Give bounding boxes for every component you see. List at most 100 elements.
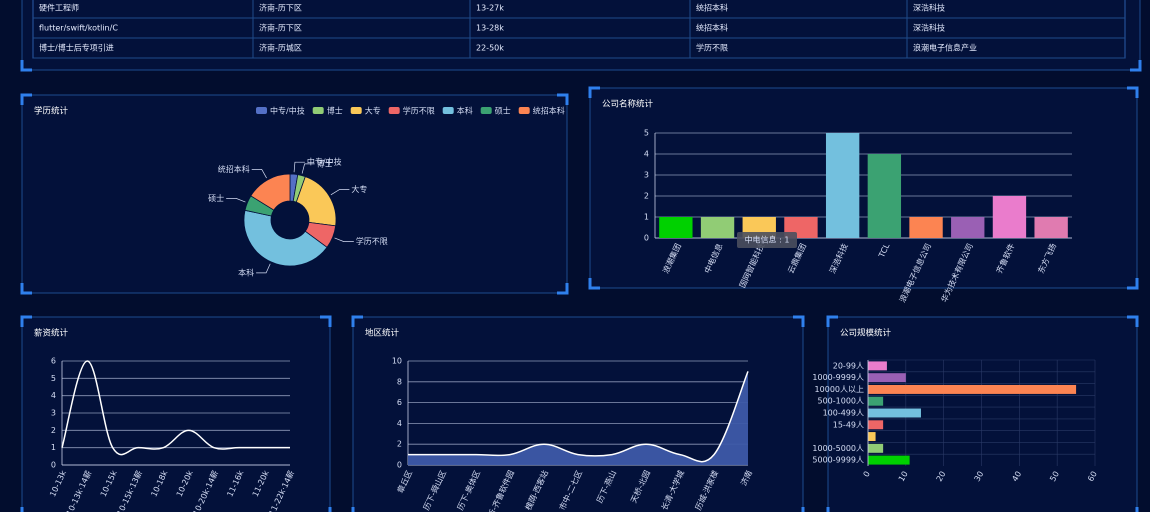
bar [868,384,1077,394]
x-tick-label: 20 [935,470,948,483]
chart-title: 公司规模统计 [840,328,892,339]
label-line [226,198,246,203]
chart-title: 地区统计 [365,328,400,339]
label-line [256,263,271,274]
label-line [330,189,350,196]
y-tick-label: 4 [397,419,402,428]
pie-slice [243,209,328,267]
bar [868,396,884,406]
pie-slice [250,173,291,211]
table-cell: flutter/swift/kotlin/C [39,24,118,33]
legend-label: 统招本科 [533,106,565,116]
y-tick-label: 1 [51,443,56,452]
chart-title: 学历统计 [34,106,69,117]
y-tick-label: 8 [397,377,402,386]
slice-label: 硕士 [208,193,224,203]
x-tick-label: 60 [1086,470,1099,483]
bar [951,217,985,238]
table-cell: 济南-历下区 [259,23,302,33]
y-tick-label: 6 [397,398,402,407]
legend-swatch [256,107,267,114]
chart-title: 薪资统计 [34,328,69,339]
panel-corner [557,283,569,295]
y-tick-label: 5 [644,129,649,138]
panel-corner [1127,278,1139,290]
label-line [334,237,354,242]
table-cell: 博士/博士后专项引进 [39,43,114,53]
panel-corner [793,315,805,327]
legend-swatch [350,107,362,114]
x-tick-label: 10 [897,470,910,483]
y-tick-label: 2 [397,440,402,449]
tooltip: 中电信息 : 1 [745,235,790,245]
table-cell: 浪潮电子信息产业 [913,43,977,53]
bar [868,443,884,453]
slice-label: 大专 [351,184,367,194]
y-tick-label: 10000人以上 [815,385,864,394]
panel-corner [1130,60,1142,72]
y-tick-label: 4 [51,391,56,400]
x-tick-label: 50 [1048,470,1061,483]
bar [992,196,1027,238]
label-line [301,163,315,174]
table-cell: 22-50k [476,44,504,53]
label-line [251,169,267,179]
legend-swatch [312,107,324,114]
panel [21,0,1141,71]
panel-corner [20,507,24,512]
y-tick-label: 3 [51,409,56,418]
line [408,371,749,463]
slice-label: 统招本科 [218,164,250,174]
panel-corner [20,93,32,105]
y-tick-label: 6 [51,357,56,366]
y-tick-label: 1000-9999人 [812,373,864,382]
panel-corner [20,315,32,327]
panel-corner [826,315,838,327]
y-tick-label: 20-99人 [833,361,864,370]
legend-swatch [388,107,400,114]
table-cell: 深浩科技 [913,23,945,33]
table-cell: 统招本科 [696,23,728,33]
x-tick-label: 40 [1010,470,1023,483]
y-tick-label: 1 [644,213,649,222]
slice-label: 博士 [317,158,333,168]
y-tick-label: 4 [644,150,649,159]
legend-label: 学历不限 [403,106,435,116]
table-cell: 13-28k [476,24,504,33]
y-tick-label: 0 [51,461,56,470]
panel-corner [20,283,32,295]
legend-label: 本科 [457,106,473,116]
bar [909,217,943,238]
table-cell: 济南-历下区 [259,3,302,13]
table-cell: 13-27k [476,4,504,13]
bar [700,217,735,238]
bar [1034,217,1068,238]
panel-corner [826,507,830,512]
table-cell: 统招本科 [696,3,728,13]
legend-swatch [442,107,454,114]
legend-label: 大专 [365,106,381,116]
panel-corner [328,507,332,512]
line [61,360,290,456]
y-tick-label: 2 [644,192,649,201]
legend-label: 中专/中技 [270,106,305,116]
panel-corner [801,507,805,512]
chart-title: 公司名称统计 [602,99,654,110]
panel-corner [1127,315,1139,327]
table-cell: 学历不限 [696,43,728,53]
panel [352,316,804,512]
legend-label: 硕士 [495,106,511,116]
bar [659,217,693,238]
panel-corner [588,278,600,290]
panel [21,316,331,512]
table-cell: 济南-历城区 [259,43,302,53]
panel [589,87,1138,289]
bar [868,432,876,442]
x-tick-label: 0 [862,470,872,479]
bar [868,373,906,383]
y-tick-label: 2 [51,426,56,435]
panel-corner [320,315,332,327]
panel-corner [1135,507,1139,512]
slice-label: 学历不限 [356,236,388,246]
y-tick-label: 0 [397,461,402,470]
